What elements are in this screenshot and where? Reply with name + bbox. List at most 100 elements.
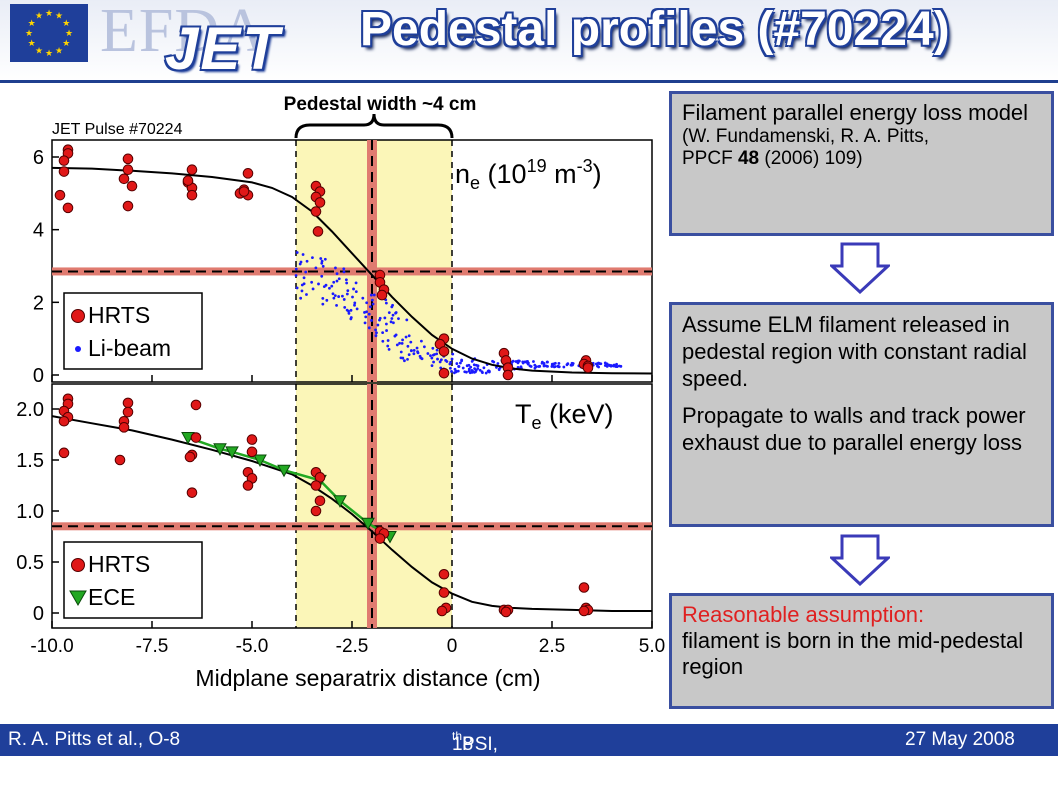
li-beam-point <box>615 362 618 366</box>
li-beam-point <box>381 339 385 343</box>
li-beam-point <box>346 289 350 293</box>
li-beam-point <box>542 364 546 368</box>
hrts-point <box>186 164 198 176</box>
li-beam-point <box>384 322 388 326</box>
footer-date: 27 May 2008 <box>905 729 1015 750</box>
hrts-point <box>58 166 70 177</box>
li-beam-point <box>363 321 367 325</box>
y-tick-label: 0 <box>33 365 44 387</box>
li-beam-point <box>470 368 474 372</box>
li-beam-point <box>419 339 423 343</box>
hrts-point <box>438 367 450 379</box>
li-beam-point <box>392 321 395 325</box>
li-beam-point <box>468 371 472 375</box>
footer-conf-suffix: th <box>452 729 463 743</box>
li-beam-point <box>352 287 355 291</box>
li-beam-point <box>319 257 323 260</box>
li-beam-point <box>409 349 413 353</box>
li-beam-point <box>496 362 500 365</box>
li-beam-point <box>305 293 308 296</box>
li-beam-point <box>416 351 420 355</box>
li-beam-point <box>375 331 378 335</box>
li-beam-point <box>294 274 298 277</box>
eu-flag-logo: ★ ★ ★ ★ ★ ★ ★ ★ ★ ★ ★ ★ <box>10 4 88 62</box>
ece-point <box>277 464 291 478</box>
li-beam-point <box>528 364 532 368</box>
x-axis-label: Midplane separatrix distance (cm) <box>195 665 540 691</box>
li-beam-point <box>407 334 411 338</box>
page-title: Pedestal profiles (#70224) <box>360 3 950 56</box>
li-beam-point <box>453 367 457 371</box>
li-beam-point <box>415 346 419 350</box>
li-beam-point <box>597 362 601 365</box>
elm-assumption-text: Assume ELM filament released in pedestal… <box>682 312 1027 391</box>
li-beam-point <box>305 259 309 263</box>
li-beam-point <box>333 294 337 298</box>
li-beam-point <box>451 352 455 356</box>
li-beam-point <box>371 302 375 306</box>
li-beam-point <box>537 365 541 368</box>
li-beam-point <box>472 370 476 374</box>
y-tick-label: 4 <box>33 220 44 242</box>
li-beam-point <box>294 267 298 271</box>
y-tick-label: 1.5 <box>16 450 44 472</box>
li-beam-point <box>367 312 371 316</box>
li-beam-point <box>432 360 435 364</box>
li-beam-point <box>374 328 377 332</box>
li-beam-point <box>299 260 303 264</box>
hrts-point <box>312 226 324 237</box>
li-beam-point <box>364 315 368 319</box>
li-beam-point <box>465 364 469 368</box>
li-beam-point <box>334 266 337 270</box>
footer-conf-place: PSI, Toledo, Spain <box>462 734 524 799</box>
hrts-point <box>438 587 450 598</box>
citation-journal: PPCF <box>682 148 738 169</box>
li-beam-point <box>332 296 336 300</box>
li-beam-point <box>435 352 439 356</box>
li-beam-point <box>461 366 465 370</box>
li-beam-point <box>361 296 365 300</box>
pedestal-width-brace <box>294 113 454 139</box>
x-tick-label: 2.5 <box>539 636 565 657</box>
hrts-point <box>582 362 594 374</box>
li-beam-point <box>384 301 388 305</box>
header-divider <box>0 80 1058 83</box>
y-tick-label: 2.0 <box>16 399 44 421</box>
hrts-point <box>376 289 388 301</box>
svg-text:★: ★ <box>28 39 36 49</box>
hrts-point <box>310 206 322 217</box>
footer-conf-number: 18 <box>452 734 474 755</box>
li-beam-point <box>406 344 410 348</box>
li-beam-point <box>472 363 476 367</box>
hrts-point <box>54 189 66 201</box>
li-beam-point <box>365 301 369 305</box>
hrts-point <box>182 175 194 186</box>
hrts-point <box>436 605 448 617</box>
hrts-point <box>118 173 130 185</box>
li-beam-point <box>407 353 411 357</box>
y-tick-label: 0.5 <box>16 552 44 574</box>
li-beam-point <box>387 311 391 315</box>
ece-point <box>361 517 375 531</box>
propagation-text: Propagate to walls and track power exhau… <box>682 403 1026 455</box>
li-beam-point <box>325 298 329 302</box>
li-beam-point <box>335 303 338 307</box>
li-beam-point <box>596 364 599 368</box>
li-beam-point <box>433 353 436 356</box>
li-beam-point <box>369 293 373 297</box>
li-beam-point <box>363 311 366 314</box>
hrts-point <box>242 168 254 179</box>
li-beam-point <box>552 365 556 369</box>
li-beam-point <box>295 286 299 290</box>
li-beam-point <box>422 345 426 349</box>
li-beam-point <box>353 303 356 307</box>
eu-stars-icon: ★ ★★ ★★★ ★★★ ★★★ <box>25 9 73 59</box>
x-tick-label: 5.0 <box>639 636 665 657</box>
li-beam-point <box>533 363 537 367</box>
x-tick-label: 0 <box>447 636 458 657</box>
li-beam-point <box>386 344 390 348</box>
li-beam-point <box>345 281 349 285</box>
hrts-point <box>184 451 196 463</box>
li-beam-point <box>453 371 456 375</box>
hrts-point <box>502 369 514 381</box>
